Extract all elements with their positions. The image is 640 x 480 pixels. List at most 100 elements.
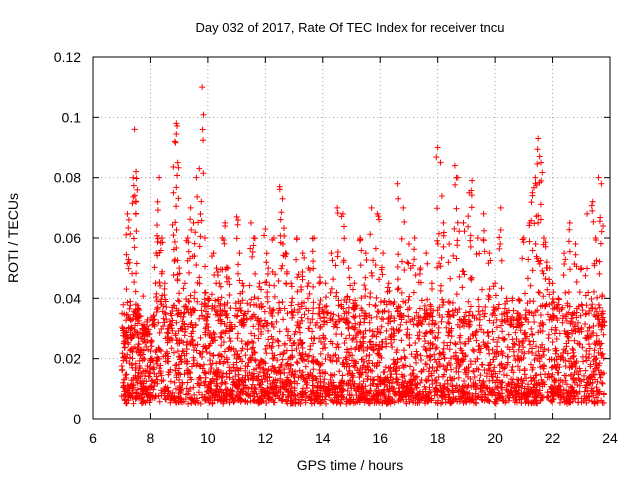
data-point bbox=[250, 323, 256, 329]
data-point bbox=[504, 372, 510, 378]
data-point bbox=[249, 385, 255, 391]
data-point bbox=[452, 163, 458, 169]
data-point bbox=[248, 220, 254, 226]
data-point bbox=[411, 367, 417, 373]
data-point bbox=[395, 251, 401, 257]
data-point bbox=[531, 185, 537, 191]
data-point bbox=[541, 235, 547, 241]
data-point bbox=[561, 261, 567, 267]
data-point bbox=[153, 291, 159, 297]
data-point bbox=[532, 357, 538, 363]
data-point bbox=[369, 368, 375, 374]
data-point bbox=[567, 266, 573, 272]
data-point bbox=[538, 216, 544, 222]
data-point bbox=[341, 235, 347, 241]
data-point bbox=[512, 330, 518, 336]
data-point bbox=[204, 321, 210, 327]
data-point bbox=[265, 328, 271, 334]
data-point bbox=[129, 326, 135, 332]
data-point bbox=[222, 223, 228, 229]
data-point bbox=[373, 295, 379, 301]
data-point bbox=[236, 372, 242, 378]
data-point bbox=[218, 342, 224, 348]
data-point bbox=[154, 309, 160, 315]
data-point bbox=[318, 351, 324, 357]
data-point bbox=[439, 255, 445, 261]
data-point bbox=[511, 353, 517, 359]
data-point bbox=[217, 334, 223, 340]
data-point bbox=[589, 301, 595, 307]
data-point bbox=[310, 366, 316, 372]
data-point bbox=[317, 370, 323, 376]
data-point bbox=[316, 280, 322, 286]
data-point bbox=[561, 250, 567, 256]
y-tick-label: 0.08 bbox=[54, 170, 81, 186]
data-point bbox=[247, 356, 253, 362]
data-point bbox=[438, 288, 444, 294]
data-point bbox=[276, 300, 282, 306]
data-point bbox=[479, 287, 485, 293]
data-point bbox=[235, 313, 241, 319]
data-point bbox=[573, 241, 579, 247]
data-point bbox=[317, 325, 323, 331]
data-point bbox=[445, 299, 451, 305]
data-point bbox=[582, 273, 588, 279]
data-point bbox=[468, 233, 474, 239]
data-point bbox=[411, 256, 417, 262]
data-point bbox=[440, 220, 446, 226]
data-point bbox=[447, 276, 453, 282]
data-point bbox=[153, 280, 159, 286]
data-point bbox=[186, 299, 192, 305]
data-point bbox=[346, 265, 352, 271]
data-point bbox=[357, 238, 363, 244]
data-point bbox=[307, 346, 313, 352]
data-point bbox=[584, 211, 590, 217]
data-point bbox=[599, 229, 605, 235]
data-point bbox=[433, 346, 439, 352]
x-tick-label: 16 bbox=[372, 430, 388, 446]
data-point bbox=[264, 250, 270, 256]
data-point bbox=[301, 311, 307, 317]
data-point bbox=[295, 360, 301, 366]
data-point bbox=[155, 207, 161, 213]
data-point bbox=[131, 236, 137, 242]
data-points bbox=[119, 84, 608, 407]
data-point bbox=[175, 195, 181, 201]
data-point bbox=[455, 220, 461, 226]
data-point bbox=[580, 359, 586, 365]
data-point bbox=[572, 364, 578, 370]
data-point bbox=[441, 346, 447, 352]
data-point bbox=[562, 290, 568, 296]
data-point bbox=[335, 253, 341, 259]
data-point bbox=[441, 356, 447, 362]
data-point bbox=[401, 364, 407, 370]
x-tick-label: 20 bbox=[487, 430, 503, 446]
data-point bbox=[403, 332, 409, 338]
data-point bbox=[538, 312, 544, 318]
data-point bbox=[338, 331, 344, 337]
data-point bbox=[279, 263, 285, 269]
data-point bbox=[589, 203, 595, 209]
data-point bbox=[173, 131, 179, 137]
data-point bbox=[121, 345, 127, 351]
data-point bbox=[311, 235, 317, 241]
y-axis-label: ROTI / TECUs bbox=[5, 193, 21, 283]
data-point bbox=[538, 160, 544, 166]
data-point bbox=[181, 311, 187, 317]
data-point bbox=[133, 228, 139, 234]
data-point bbox=[596, 271, 602, 277]
data-point bbox=[476, 251, 482, 257]
data-point bbox=[293, 257, 299, 263]
data-point bbox=[369, 270, 375, 276]
data-point bbox=[406, 241, 412, 247]
data-point bbox=[187, 216, 193, 222]
data-point bbox=[544, 259, 550, 265]
data-point bbox=[172, 138, 178, 144]
data-point bbox=[597, 259, 603, 265]
data-point bbox=[411, 322, 417, 328]
data-point bbox=[525, 275, 531, 281]
data-point bbox=[423, 250, 429, 256]
data-point bbox=[131, 279, 137, 285]
data-point bbox=[481, 211, 487, 217]
data-point bbox=[487, 367, 493, 373]
